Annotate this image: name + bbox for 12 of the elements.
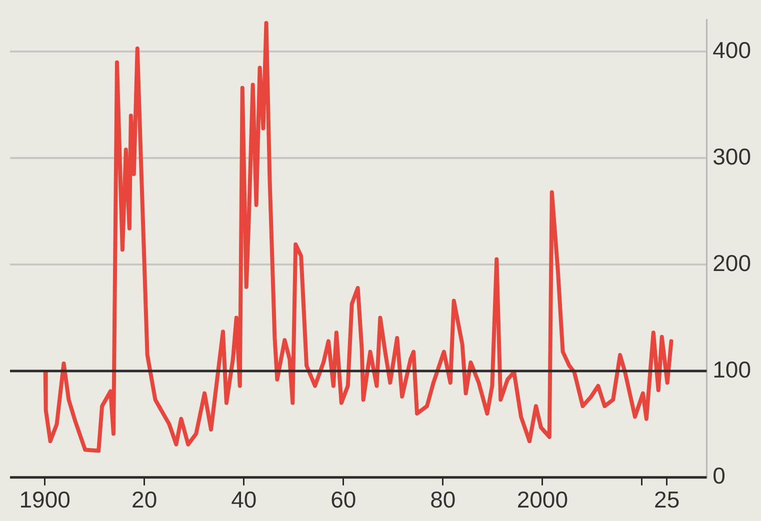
x-tick-label: 80 xyxy=(430,486,456,513)
x-tick-label: 60 xyxy=(330,486,356,513)
x-tick-label: 25 xyxy=(654,486,680,513)
x-tick-label: 1900 xyxy=(19,486,70,513)
y-tick-label: 200 xyxy=(712,250,751,276)
y-tick-label: 100 xyxy=(712,356,751,382)
y-tick-label: 400 xyxy=(712,37,751,64)
x-tick-label: 40 xyxy=(231,486,257,513)
y-tick-label: 0 xyxy=(712,462,726,489)
x-tick-label: 20 xyxy=(132,486,158,513)
y-tick-label: 300 xyxy=(712,143,751,170)
x-tick-label: 2000 xyxy=(516,486,568,513)
